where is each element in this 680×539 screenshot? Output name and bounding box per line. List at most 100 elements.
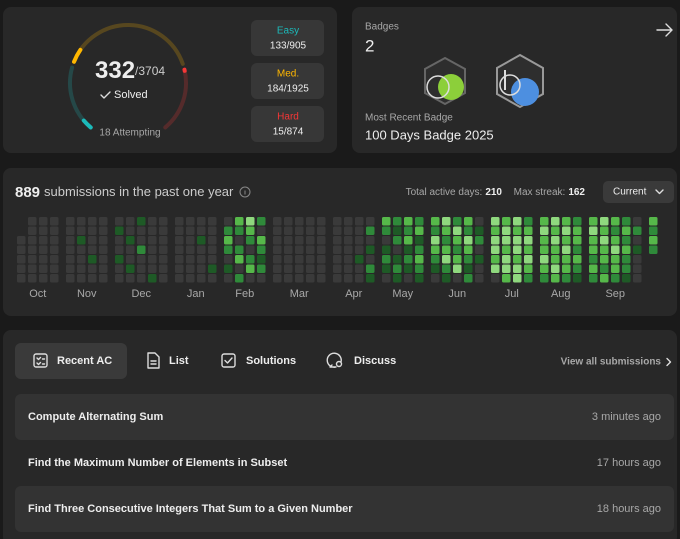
heatmap-cell (600, 217, 609, 226)
heatmap-cell (246, 217, 255, 226)
tab[interactable]: Discuss (354, 355, 396, 367)
heatmap-cell (475, 236, 484, 245)
heatmap-cell (382, 236, 391, 245)
heatmap-cell (513, 217, 522, 226)
year-selector-label[interactable]: Current (613, 187, 647, 198)
heatmap-cell (88, 264, 97, 273)
month-label: Jun (448, 288, 466, 300)
submission-title[interactable]: Find the Maximum Number of Elements in S… (28, 457, 287, 469)
heatmap-cell (175, 255, 184, 264)
heatmap-cell (382, 245, 391, 254)
heatmap-cell (589, 274, 598, 283)
heatmap-cell (186, 217, 195, 226)
heatmap-cell (382, 255, 391, 264)
heatmap-cell (50, 245, 59, 254)
tab[interactable]: Recent AC (57, 355, 112, 367)
heatmap-cell (589, 236, 598, 245)
heatmap-cell (600, 236, 609, 245)
heatmap-cell (404, 264, 413, 273)
year-selector[interactable]: Current (603, 181, 674, 203)
progress-ring (68, 23, 188, 130)
tab[interactable]: Solutions (246, 355, 296, 367)
heatmap-cell (649, 245, 658, 254)
heatmap-cell (475, 245, 484, 254)
heatmap-cell (649, 217, 658, 226)
heatmap-cell (17, 236, 26, 245)
heatmap-cell (224, 236, 233, 245)
badges-arrow[interactable] (656, 23, 673, 37)
heatmap-cell (431, 264, 440, 273)
heatmap-cell (126, 217, 135, 226)
submission-title[interactable]: Compute Alternating Sum (28, 411, 163, 423)
heatmap-cell (317, 245, 326, 254)
heatmap-cell (633, 264, 642, 273)
heatmap-cell (551, 226, 560, 235)
heatmap-cell (540, 226, 549, 235)
heatmap-cell (431, 255, 440, 264)
submission-time: 3 minutes ago (592, 411, 661, 423)
heatmap-cell (159, 236, 168, 245)
month-label: Sep (605, 288, 625, 300)
heatmap-cell (540, 274, 549, 283)
heatmap-cell (39, 245, 48, 254)
heatmap-cell (589, 226, 598, 235)
heatmap-cell (273, 274, 282, 283)
heatmap-cell (224, 274, 233, 283)
heatmap-cell (39, 264, 48, 273)
heatmap-cell (513, 226, 522, 235)
heatmap-cell (404, 274, 413, 283)
tab[interactable]: List (169, 355, 189, 367)
heatmap-cell (115, 245, 124, 254)
heatmap-cell (208, 274, 217, 283)
heatmap-cell (344, 217, 353, 226)
info-icon[interactable] (239, 186, 251, 198)
max-streak-label: Max streak: (514, 187, 566, 198)
heatmap-cell (513, 255, 522, 264)
heatmap-cell (453, 274, 462, 283)
heatmap-cell (28, 226, 37, 235)
submission-title[interactable]: Find Three Consecutive Integers That Sum… (28, 503, 353, 515)
heatmap-cell (333, 255, 342, 264)
heatmap-cell (99, 274, 108, 283)
heatmap-cell (148, 274, 157, 283)
heatmap-cell (66, 264, 75, 273)
difficulty-box (251, 106, 324, 142)
ring-track (72, 23, 185, 66)
heatmap-cell (159, 255, 168, 264)
month-label: Jan (187, 288, 205, 300)
heatmap-cell (126, 274, 135, 283)
heatmap-cell (208, 264, 217, 273)
max-streak-value: 162 (568, 187, 585, 198)
heatmap-cell (99, 245, 108, 254)
solved-number: 332 (95, 57, 135, 84)
heatmap-cell (415, 264, 424, 273)
heatmap-cell (513, 274, 522, 283)
heatmap-cell (99, 217, 108, 226)
month-label: Apr (345, 288, 362, 300)
heatmap-cell (235, 264, 244, 273)
heatmap-cell (600, 226, 609, 235)
heatmap-cell (148, 245, 157, 254)
heatmap-cell (306, 226, 315, 235)
heatmap-cell (148, 217, 157, 226)
heatmap-cell (88, 255, 97, 264)
heatmap-cell (137, 264, 146, 273)
heatmap-cell (224, 255, 233, 264)
view-all-link[interactable]: View all submissions (561, 357, 662, 368)
heatmap-cell (344, 255, 353, 264)
heatmap: Oct Nov Dec Jan Feb Mar Apr May Jun Jul Aug Sep (17, 217, 658, 300)
heatmap-cell (208, 226, 217, 235)
heatmap-cell (159, 245, 168, 254)
heatmap-cell (306, 217, 315, 226)
month-label: May (392, 288, 413, 300)
heatmap-cell (524, 264, 533, 273)
heatmap-cell (551, 274, 560, 283)
heatmap-cell (175, 236, 184, 245)
heatmap-cell (344, 245, 353, 254)
heatmap-cell (175, 226, 184, 235)
heatmap-cell (524, 245, 533, 254)
heatmap-cell (573, 245, 582, 254)
heatmap-cell (208, 255, 217, 264)
check-icon (100, 91, 111, 99)
